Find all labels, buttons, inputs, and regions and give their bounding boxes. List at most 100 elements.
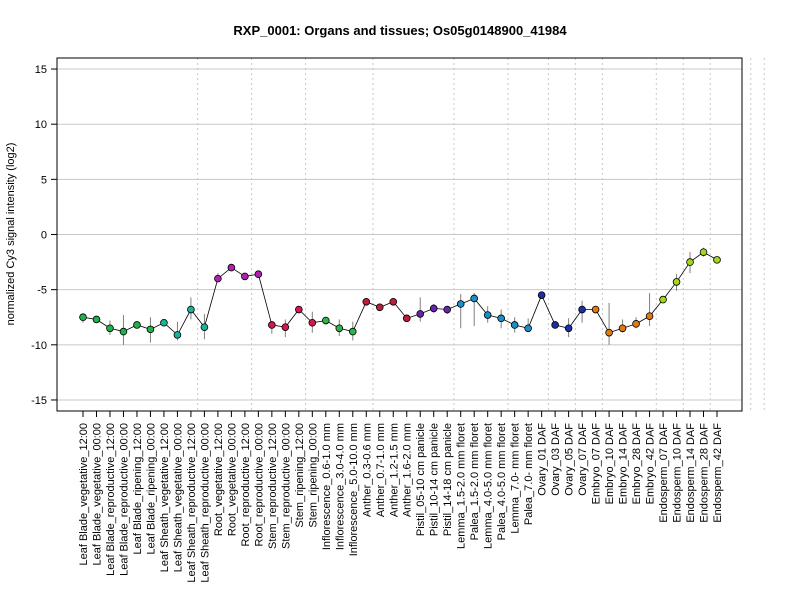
data-point: [659, 295, 667, 304]
x-tick-label: Stem_ripening_12:00: [294, 423, 306, 528]
data-point: [402, 314, 411, 323]
chart-title: RXP_0001: Organs and tissues; Os05g01489…: [233, 23, 567, 38]
x-tick-label: Leaf Blade_vegetative_00:00: [91, 423, 103, 566]
x-tick-label: Leaf Sheath_reproductive_00:00: [199, 423, 211, 583]
x-tick-label: Stem_reproductive_12:00: [267, 423, 279, 549]
data-point: [699, 248, 708, 256]
data-point: [133, 321, 141, 329]
data-point: [537, 291, 546, 299]
data-point: [645, 312, 654, 320]
x-tick-label: Root_reproductive_12:00: [240, 423, 252, 547]
data-point: [146, 325, 155, 334]
data-point: [160, 318, 168, 327]
x-tick-label: Endosperm_42 DAF: [712, 423, 724, 523]
x-tick-label: Palea_1.5-2.0 mm floret: [469, 423, 481, 540]
x-tick-label: Leaf Sheath_vegetative_12:00: [159, 423, 171, 572]
data-point: [295, 305, 303, 314]
x-tick-label: Embryo_10 DAF: [604, 423, 616, 505]
x-tick-label: Anther_0.7-1.0 mm: [375, 423, 387, 517]
data-point: [591, 305, 600, 314]
x-tick-label: Embryo_14 DAF: [618, 423, 630, 505]
x-tick-label: Endosperm_28 DAF: [699, 423, 711, 523]
x-tick-label: Leaf Blade_reproductive_00:00: [118, 423, 130, 576]
data-point: [551, 321, 559, 329]
data-point: [470, 294, 478, 303]
data-point: [578, 305, 586, 314]
x-tick-label: Pistil_05-10 cm panicle: [415, 423, 427, 536]
x-tick-label: Stem_ripening_00:00: [307, 423, 319, 528]
x-tick-label: Endosperm_10 DAF: [672, 423, 684, 523]
y-tick-label: -5: [37, 285, 47, 297]
data-point: [389, 297, 398, 306]
data-point: [686, 258, 694, 266]
x-tick-label: Ovary_07 DAF: [577, 423, 589, 496]
x-tick-label: Root_vegetative_00:00: [226, 423, 238, 536]
x-tick-label: Embryo_42 DAF: [645, 423, 657, 505]
data-point: [254, 270, 263, 279]
data-point: [497, 314, 505, 323]
y-tick-label: 0: [41, 230, 47, 242]
y-tick-label: -10: [31, 340, 47, 352]
data-point: [308, 318, 317, 327]
x-tick-label: Lemma_7.0- mm floret: [510, 423, 522, 534]
y-axis-label: normalized Cy3 signal intensity (log2): [5, 143, 17, 326]
x-tick-label: Leaf Blade_ripening_00:00: [145, 423, 157, 555]
data-point: [214, 274, 222, 283]
x-tick-label: Embryo_28 DAF: [631, 423, 643, 505]
x-tick-label: Root_vegetative_12:00: [213, 423, 225, 536]
data-point: [200, 323, 209, 331]
data-point: [187, 305, 195, 314]
x-tick-label: Palea_7.0- mm floret: [523, 423, 535, 525]
data-point: [281, 323, 290, 331]
x-tick-label: Inflorescence_5.0-10.0 mm: [348, 423, 360, 556]
x-tick-label: Pistil_14-18 cm panicle: [442, 423, 454, 536]
x-tick-label: Ovary_01 DAF: [537, 423, 549, 496]
data-point: [416, 310, 425, 318]
y-tick-label: 10: [35, 119, 47, 131]
data-point: [241, 272, 249, 281]
x-tick-label: Leaf Blade_vegetative_12:00: [78, 423, 90, 566]
data-point: [322, 316, 330, 325]
x-tick-label: Leaf Sheath_vegetative_00:00: [172, 423, 184, 572]
data-point: [173, 331, 182, 339]
x-tick-label: Inflorescence_0.6-1.0 mm: [321, 423, 333, 550]
data-point: [362, 297, 371, 306]
x-tick-label: Inflorescence_3.0-4.0 mm: [334, 423, 346, 550]
data-point: [348, 327, 357, 336]
x-tick-label: Anther_0.3-0.6 mm: [361, 423, 373, 517]
data-point: [106, 324, 114, 333]
x-tick-label: Pistil_10-14 cm panicle: [429, 423, 441, 536]
y-tick-label: 15: [35, 64, 47, 76]
x-tick-label: Stem_reproductive_00:00: [280, 423, 292, 549]
data-point: [618, 324, 627, 333]
plot-area: 15 10 5 0 -5 -10 -15 Leaf Blade_vegetative_12:0…: [31, 57, 765, 583]
data-point: [227, 263, 236, 272]
x-tick-label: Anther_1.6-2.0 mm: [402, 423, 414, 517]
x-tick-label: Lemma_4.0-5.0 mm floret: [483, 423, 495, 549]
data-point: [79, 313, 87, 322]
data-point: [672, 278, 681, 286]
data-point: [119, 327, 128, 336]
data-point: [524, 324, 532, 333]
x-tick-label: Lemma_1.5-2.0 mm floret: [456, 423, 468, 549]
y-tick-label: 5: [41, 174, 47, 186]
data-point: [375, 303, 384, 312]
x-tick-label: Leaf Sheath_reproductive_12:00: [186, 423, 198, 583]
series-line: [82, 251, 718, 336]
data-point: [510, 321, 519, 329]
y-tick-label: -15: [31, 395, 47, 407]
data-point: [713, 256, 721, 264]
data-point: [483, 311, 492, 319]
data-point: [335, 324, 344, 333]
x-tick-label: Endosperm_07 DAF: [658, 423, 670, 523]
data-point: [632, 320, 640, 328]
x-tick-label: Leaf Blade_reproductive_12:00: [105, 423, 117, 576]
x-tick-label: Ovary_05 DAF: [564, 423, 576, 496]
data-point: [605, 328, 613, 337]
x-tick-label: Embryo_07 DAF: [591, 423, 603, 505]
x-tick-label: Root_reproductive_00:00: [253, 423, 265, 547]
data-point: [443, 305, 452, 314]
data-point: [268, 321, 276, 329]
x-tick-label: Ovary_03 DAF: [550, 423, 562, 496]
